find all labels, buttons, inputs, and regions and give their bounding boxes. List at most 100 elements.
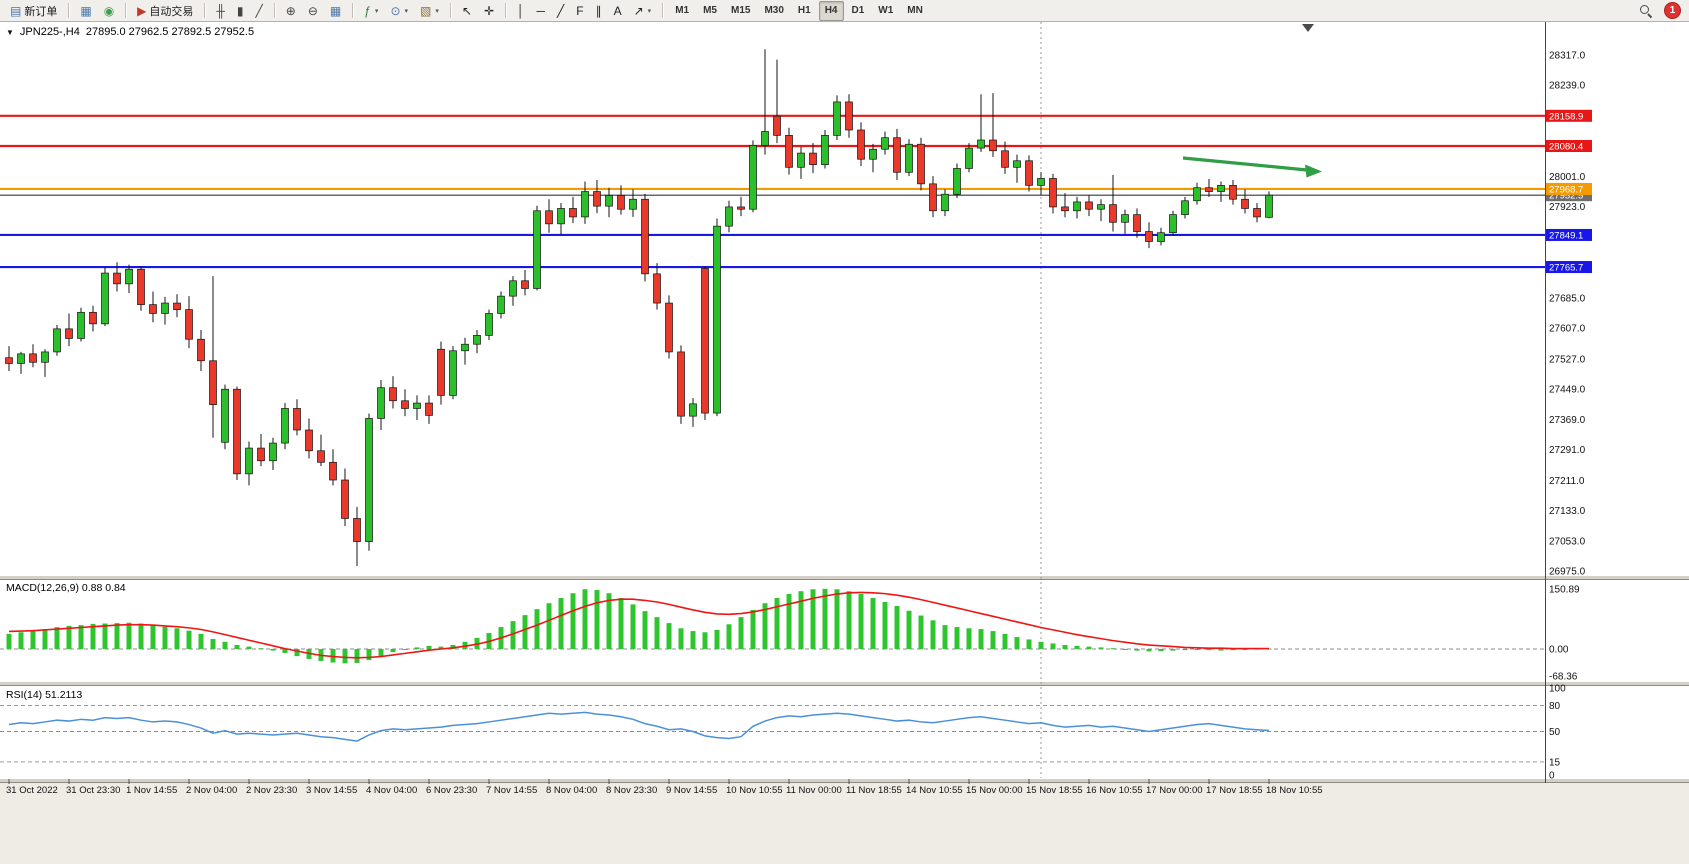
candle: [617, 195, 625, 210]
svg-text:6 Nov 23:30: 6 Nov 23:30: [426, 785, 477, 796]
macd-bar: [102, 623, 108, 649]
macd-bar: [270, 649, 276, 651]
timeframe-m5[interactable]: M5: [703, 5, 717, 16]
arrows-button[interactable]: ↗ ▾: [629, 1, 657, 21]
profiles-icon: ◉: [103, 3, 115, 18]
svg-text:27849.1: 27849.1: [1549, 230, 1583, 241]
candle: [701, 268, 709, 414]
macd-bar: [942, 625, 948, 649]
candle: [557, 208, 565, 225]
svg-text:17 Nov 00:00: 17 Nov 00:00: [1146, 785, 1203, 796]
candle: [1265, 194, 1273, 218]
zoom-out-button[interactable]: ⊖: [303, 1, 323, 21]
new-order-button[interactable]: ▤ 新订单: [5, 1, 62, 21]
macd-bar: [726, 624, 732, 649]
rsi-indicator-label: RSI(14) 51.2113: [6, 689, 83, 701]
trendline-button[interactable]: ╱: [552, 1, 569, 21]
profiles-button[interactable]: ◉: [99, 1, 119, 21]
cursor-button[interactable]: ↖: [457, 1, 477, 21]
timeframe-m30[interactable]: M30: [764, 5, 784, 16]
new-chart-button[interactable]: ▦: [75, 1, 96, 21]
macd-bar: [198, 633, 204, 649]
candle: [1193, 187, 1201, 202]
macd-bar: [882, 601, 888, 649]
macd-bar: [654, 617, 660, 649]
candle: [605, 195, 613, 207]
macd-bar: [1230, 649, 1236, 651]
search-button[interactable]: [1634, 1, 1657, 21]
horizontal-lines-layer[interactable]: [0, 114, 1545, 269]
timeframe-w1[interactable]: W1: [878, 5, 894, 16]
auto-trading-icon: ▶: [137, 3, 147, 18]
candle: [905, 143, 913, 173]
svg-text:28239.0: 28239.0: [1549, 81, 1586, 92]
candle: [749, 145, 757, 210]
svg-text:27765.7: 27765.7: [1549, 263, 1583, 274]
periods-button[interactable]: ⊙ ▾: [385, 1, 413, 21]
candle: [977, 139, 985, 149]
candle: [245, 447, 253, 475]
candle: [857, 129, 865, 160]
candle: [389, 387, 397, 402]
fibonacci-button[interactable]: F: [571, 1, 588, 21]
candle: [329, 461, 337, 481]
templates-button[interactable]: ▧ ▾: [415, 1, 444, 21]
tile-windows-button[interactable]: ▦: [325, 1, 346, 21]
macd-bar: [1038, 641, 1044, 649]
candle: [1133, 214, 1141, 232]
collapse-arrow-icon[interactable]: ▼: [6, 27, 14, 37]
line-chart-icon: ╱: [255, 3, 263, 18]
timeframe-m15[interactable]: M15: [731, 5, 751, 16]
macd-bar: [678, 628, 684, 649]
svg-text:28158.9: 28158.9: [1549, 111, 1583, 122]
candlestick-button[interactable]: ▮: [232, 1, 249, 21]
indicators-button[interactable]: ƒ ▾: [359, 1, 383, 21]
channel-button[interactable]: ∥: [591, 1, 607, 21]
auto-trading-button[interactable]: ▶ 自动交易: [132, 1, 198, 21]
svg-text:27685.0: 27685.0: [1549, 294, 1586, 305]
timeframe-h4[interactable]: H4: [818, 0, 844, 21]
horizontal-line-button[interactable]: ─: [532, 1, 551, 21]
macd-bar: [1014, 637, 1020, 649]
candle: [401, 400, 409, 409]
line-chart-button[interactable]: ╱: [251, 1, 268, 21]
candle: [1049, 178, 1057, 208]
candle: [1205, 187, 1213, 192]
trend-arrow-annotation[interactable]: [1182, 156, 1322, 178]
chevron-down-icon: ▾: [374, 7, 379, 15]
candle: [881, 137, 889, 150]
chart-shift-marker[interactable]: [1302, 24, 1314, 32]
timeframe-mn[interactable]: MN: [907, 5, 923, 16]
macd-bar: [1050, 643, 1056, 649]
price-axis[interactable]: 28317.0 28239.0 28001.0 27923.0 27685.0 27607…: [1546, 51, 1592, 578]
macd-bar: [1170, 649, 1176, 651]
arrow-objects-icon: ↗: [633, 3, 644, 18]
candle: [953, 168, 961, 195]
candle: [125, 268, 133, 285]
macd-bar: [138, 623, 144, 649]
macd-layer: [6, 588, 1272, 664]
candle: [1121, 214, 1129, 223]
svg-text:27923.0: 27923.0: [1549, 202, 1586, 213]
crosshair-button[interactable]: ✛: [479, 1, 499, 21]
timeframe-h1[interactable]: H1: [797, 5, 811, 16]
candle: [353, 518, 361, 542]
time-axis[interactable]: 31 Oct 2022 31 Oct 23:30 1 Nov 14:55 2 Nov …: [6, 779, 1323, 796]
zoom-in-button[interactable]: ⊕: [281, 1, 301, 21]
timeframe-m1[interactable]: M1: [675, 5, 690, 16]
chevron-down-icon: ▾: [435, 7, 439, 15]
timeframe-d1[interactable]: D1: [851, 5, 865, 16]
bar-chart-button[interactable]: ╫: [211, 1, 230, 21]
text-button[interactable]: A: [609, 1, 627, 21]
svg-text:8 Nov 23:30: 8 Nov 23:30: [606, 785, 657, 796]
vertical-line-button[interactable]: │: [512, 1, 530, 21]
candle: [101, 272, 109, 325]
pane-splitters[interactable]: [0, 575, 1689, 783]
macd-bar: [978, 629, 984, 649]
notification-badge[interactable]: 1: [1664, 2, 1681, 19]
svg-text:15 Nov 00:00: 15 Nov 00:00: [966, 785, 1023, 796]
toolbar-right-group: 1: [1633, 1, 1685, 21]
candle: [1097, 204, 1105, 210]
